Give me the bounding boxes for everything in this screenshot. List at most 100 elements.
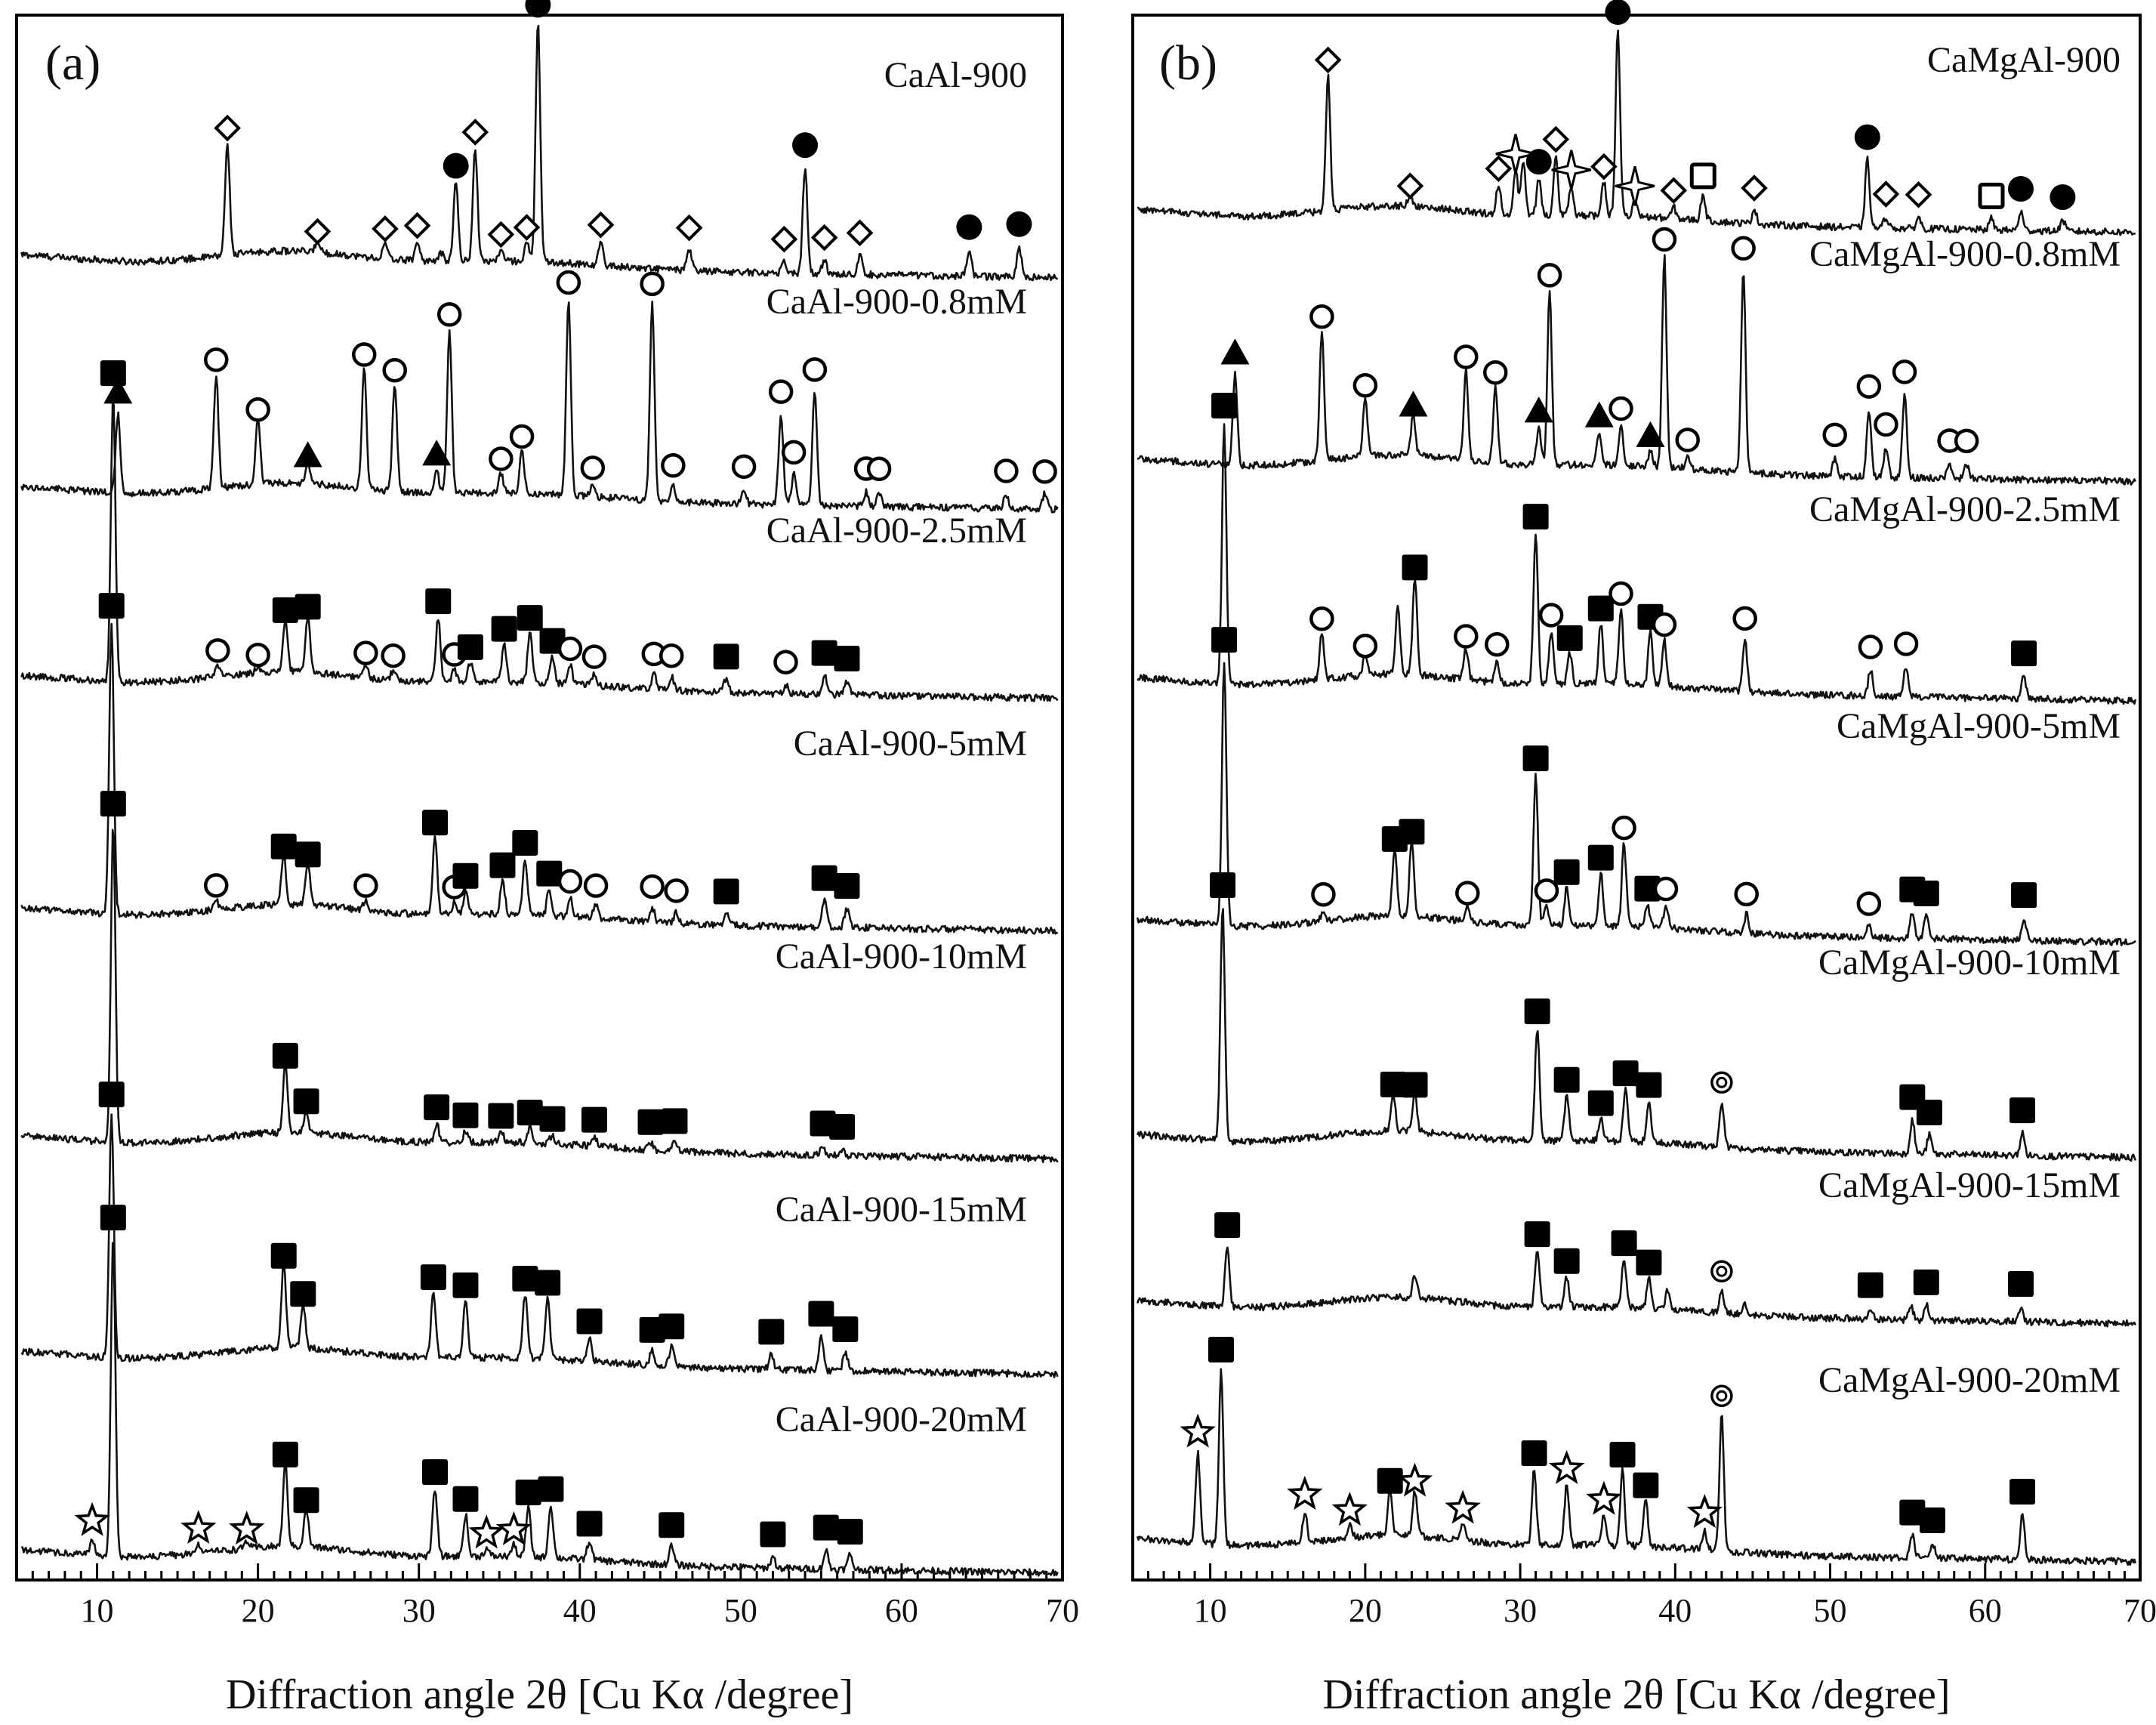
phase-marker-ring bbox=[557, 869, 583, 894]
phase-marker-square bbox=[1587, 1090, 1614, 1116]
phase-marker-ring bbox=[802, 357, 828, 382]
phase-marker-circle bbox=[1006, 211, 1032, 237]
x-tick-label: 70 bbox=[1046, 1592, 1079, 1629]
phase-marker-ring bbox=[1455, 881, 1480, 906]
x-tick-label: 30 bbox=[403, 1592, 436, 1629]
series-CaAl-900-5mM: CaAl-900-5mM bbox=[20, 593, 1059, 935]
x-tick-label: 20 bbox=[1349, 1592, 1382, 1629]
phase-marker-ring bbox=[640, 874, 665, 900]
phase-marker-circle bbox=[525, 0, 551, 18]
phase-marker-circle bbox=[2007, 176, 2034, 202]
phase-marker-opensquare bbox=[1978, 182, 2005, 209]
phase-marker-ring bbox=[1856, 374, 1882, 399]
phase-marker-ring bbox=[1534, 878, 1559, 903]
phase-marker-diamond bbox=[1485, 155, 1513, 183]
panel-a: 10 20 30 40 50 60 70 Diffraction angle 2θ [Cu K… bbox=[15, 0, 1079, 1718]
phase-marker-diamond bbox=[1872, 181, 1900, 208]
phase-marker-triangle bbox=[293, 441, 322, 468]
phase-marker-diamond bbox=[214, 114, 241, 142]
phase-marker-ring bbox=[580, 455, 606, 480]
phase-marker-square bbox=[834, 873, 860, 900]
phase-marker-ring bbox=[557, 636, 583, 662]
phase-marker-diamond bbox=[1542, 125, 1570, 153]
phase-marker-triangle bbox=[1636, 421, 1665, 447]
series-CaMgAl-900-2.5mM: CaMgAl-900-2.5mM bbox=[1137, 393, 2137, 705]
phase-marker-square bbox=[98, 593, 125, 619]
phase-marker-square bbox=[576, 1308, 603, 1335]
panel-label: (b) bbox=[1159, 35, 1217, 91]
series-CaAl-900-2.5mM: CaAl-900-2.5mM bbox=[20, 360, 1059, 702]
phase-marker-diamond bbox=[810, 224, 838, 251]
phase-marker-square bbox=[2011, 640, 2037, 667]
phase-marker-ring bbox=[1675, 427, 1700, 452]
phase-marker-ring bbox=[203, 347, 229, 372]
phase-marker-square bbox=[1399, 819, 1425, 845]
trace-line bbox=[20, 1242, 1059, 1577]
phase-marker-diamond bbox=[487, 221, 515, 248]
x-axis-title: Diffraction angle 2θ [Cu Kα /degree] bbox=[226, 1671, 853, 1718]
x-tick-label: 10 bbox=[81, 1592, 114, 1629]
phase-marker-square bbox=[834, 646, 860, 672]
phase-marker-square bbox=[1522, 504, 1549, 530]
phase-marker-square bbox=[1611, 1230, 1637, 1257]
trace-label: CaMgAl-900-0.8mM bbox=[1809, 234, 2121, 274]
phase-marker-square bbox=[452, 1486, 479, 1512]
phase-marker-dotring bbox=[1710, 1260, 1733, 1283]
phase-marker-diamond bbox=[461, 119, 489, 146]
phase-marker-diamond bbox=[675, 214, 703, 242]
phase-marker-circle bbox=[1854, 124, 1880, 150]
phase-marker-star bbox=[1396, 1462, 1433, 1497]
phase-marker-square bbox=[639, 1316, 665, 1343]
phase-marker-square bbox=[1211, 627, 1238, 653]
phase-marker-ring bbox=[1652, 227, 1677, 252]
phase-marker-ring bbox=[640, 271, 665, 297]
phase-marker-ring bbox=[245, 397, 270, 422]
phase-marker-diamond bbox=[372, 215, 399, 242]
phase-marker-ring bbox=[1353, 373, 1378, 398]
x-axis-title: Diffraction angle 2θ [Cu Kα /degree] bbox=[1322, 1671, 1950, 1718]
x-tick-label: 60 bbox=[885, 1592, 918, 1629]
phase-marker-square bbox=[424, 1094, 450, 1121]
phase-marker-ring bbox=[1537, 263, 1562, 288]
phase-marker-square bbox=[1210, 872, 1236, 899]
trace-line bbox=[20, 24, 1059, 282]
phase-marker-star bbox=[1586, 1480, 1622, 1515]
phase-marker-diamond bbox=[1741, 174, 1768, 202]
trace-label: CaAl-900-0.8mM bbox=[766, 282, 1027, 322]
trace-line bbox=[1137, 908, 2137, 1162]
phase-marker-ring bbox=[1822, 422, 1847, 448]
trace-label: CaAl-900-20mM bbox=[776, 1399, 1027, 1440]
phase-marker-ring bbox=[1732, 606, 1757, 631]
phase-marker-square bbox=[515, 1480, 541, 1506]
phase-marker-square bbox=[581, 1106, 607, 1133]
phase-marker-square bbox=[1402, 1072, 1428, 1098]
trace-label: CaMgAl-900 bbox=[1927, 40, 2121, 80]
phase-marker-ring bbox=[1311, 882, 1336, 907]
trace-line bbox=[20, 400, 1059, 702]
phase-marker-opensquare bbox=[1689, 162, 1716, 190]
phase-marker-square bbox=[293, 1088, 319, 1115]
phase-marker-square bbox=[1214, 1212, 1241, 1239]
phase-marker-square bbox=[1634, 875, 1661, 902]
phase-marker-square bbox=[489, 852, 516, 878]
phase-marker-square bbox=[1553, 1066, 1580, 1093]
phase-marker-ring bbox=[1893, 631, 1919, 656]
series-CaMgAl-900-20mM: CaMgAl-900-20mM bbox=[1136, 1336, 2137, 1566]
x-tick-label: 60 bbox=[1969, 1592, 2002, 1629]
x-tick-label: 70 bbox=[2124, 1592, 2156, 1629]
phase-marker-square bbox=[1380, 1071, 1406, 1097]
phase-marker-square bbox=[576, 1511, 603, 1537]
phase-marker-square bbox=[538, 1476, 564, 1502]
phase-marker-ring bbox=[353, 640, 378, 665]
phase-marker-square bbox=[760, 1521, 786, 1548]
phase-marker-square bbox=[2009, 1097, 2036, 1124]
series-CaMgAl-900: CaMgAl-900 bbox=[1137, 0, 2136, 236]
phase-marker-square bbox=[270, 1242, 297, 1269]
phase-marker-square bbox=[1857, 1272, 1883, 1298]
x-tick-label: 50 bbox=[724, 1592, 757, 1629]
phase-marker-square bbox=[100, 1205, 126, 1231]
phase-marker-star bbox=[468, 1514, 504, 1549]
trace-label: CaAl-900-5mM bbox=[794, 724, 1027, 764]
plot-frame bbox=[1131, 14, 2142, 1582]
trace-line bbox=[1137, 29, 2136, 236]
